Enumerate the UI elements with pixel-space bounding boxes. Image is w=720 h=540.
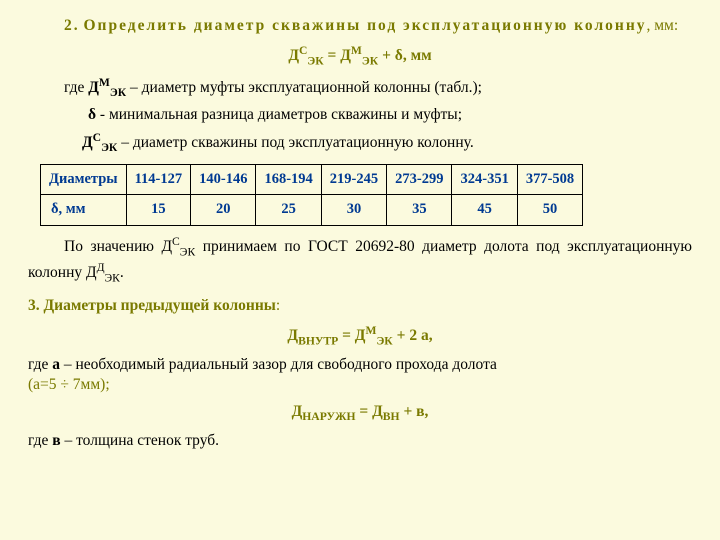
dm-symbol: ДМЭК <box>88 79 126 96</box>
section2-title: 2. Определить диаметр скважины под экспл… <box>28 16 692 37</box>
table-col: 324-351 <box>452 164 517 195</box>
table-header-label: Диаметры <box>41 164 127 195</box>
section3-heading: 3. Диаметры предыдущей колонны: <box>28 296 692 317</box>
dc-symbol: ДСЭК <box>82 134 117 151</box>
formula-eq: = Д <box>324 47 351 64</box>
section3-formula1: ДВНУТР = ДМЭК + 2 а, <box>28 323 692 349</box>
section2-formula: ДСЭК = ДМЭК + δ, мм <box>28 43 692 69</box>
b-symbol: в <box>52 432 60 449</box>
where-b: где в – толщина стенок труб. <box>28 431 692 452</box>
table-col: 273-299 <box>387 164 452 195</box>
delta-desc: - минимальная разница диаметров скважины… <box>96 106 462 123</box>
where-delta: δ - минимальная разница диаметров скважи… <box>28 105 692 126</box>
table-col: 168-194 <box>256 164 321 195</box>
formula-tail: + δ, мм <box>378 47 432 64</box>
dm-desc: – диаметр муфты эксплуатационной колонны… <box>126 79 482 96</box>
where-label: где <box>64 79 88 96</box>
delta-symbol: δ <box>88 106 96 123</box>
section2-number: 2. <box>64 17 80 34</box>
table-col: 377-508 <box>517 164 582 195</box>
formula-sub1: ЭК <box>307 54 323 67</box>
a-range: (а=5 ÷ 7мм); <box>28 376 110 393</box>
table-cell: 30 <box>321 195 386 226</box>
a-symbol: а <box>52 356 60 373</box>
gost-paragraph: По значению ДСЭК принимаем по ГОСТ 20692… <box>28 234 692 286</box>
formula-sup2: М <box>351 44 362 57</box>
formula-d1: Д <box>288 47 299 64</box>
gost-tail: . <box>120 264 124 281</box>
table-col: 219-245 <box>321 164 386 195</box>
table-row-label: δ, мм <box>41 195 127 226</box>
section2-title-text: Определить диаметр скважины под эксплуат… <box>84 17 647 34</box>
table-cell: 20 <box>191 195 256 226</box>
b-desc: – толщина стенок труб. <box>61 432 219 449</box>
table-cell: 25 <box>256 195 321 226</box>
table-cell: 45 <box>452 195 517 226</box>
where-dc: ДСЭК – диаметр скважины под эксплуатацио… <box>28 130 692 156</box>
gost-prefix: По значению Д <box>64 238 172 255</box>
formula-sub2: ЭК <box>362 54 378 67</box>
table-data-row: δ, мм 15 20 25 30 35 45 50 <box>41 195 583 226</box>
table-cell: 50 <box>517 195 582 226</box>
table-col: 140-146 <box>191 164 256 195</box>
section3-heading-text: 3. Диаметры предыдущей колонны <box>28 297 276 314</box>
a-desc: – необходимый радиальный зазор для свобо… <box>60 356 497 373</box>
table-col: 114-127 <box>126 164 191 195</box>
diameter-table: Диаметры 114-127 140-146 168-194 219-245… <box>40 164 583 226</box>
table-cell: 15 <box>126 195 191 226</box>
dc-desc: – диаметр скважины под эксплуатационную … <box>117 134 473 151</box>
section3-formula2: ДНАРУЖН = ДВН + в, <box>28 402 692 425</box>
where-dm: где ДМЭК – диаметр муфты эксплуатационно… <box>28 75 692 101</box>
table-header-row: Диаметры 114-127 140-146 168-194 219-245… <box>41 164 583 195</box>
section2-title-unit: , мм: <box>647 17 679 34</box>
table-cell: 35 <box>387 195 452 226</box>
where-a: где а – необходимый радиальный зазор для… <box>28 355 692 397</box>
